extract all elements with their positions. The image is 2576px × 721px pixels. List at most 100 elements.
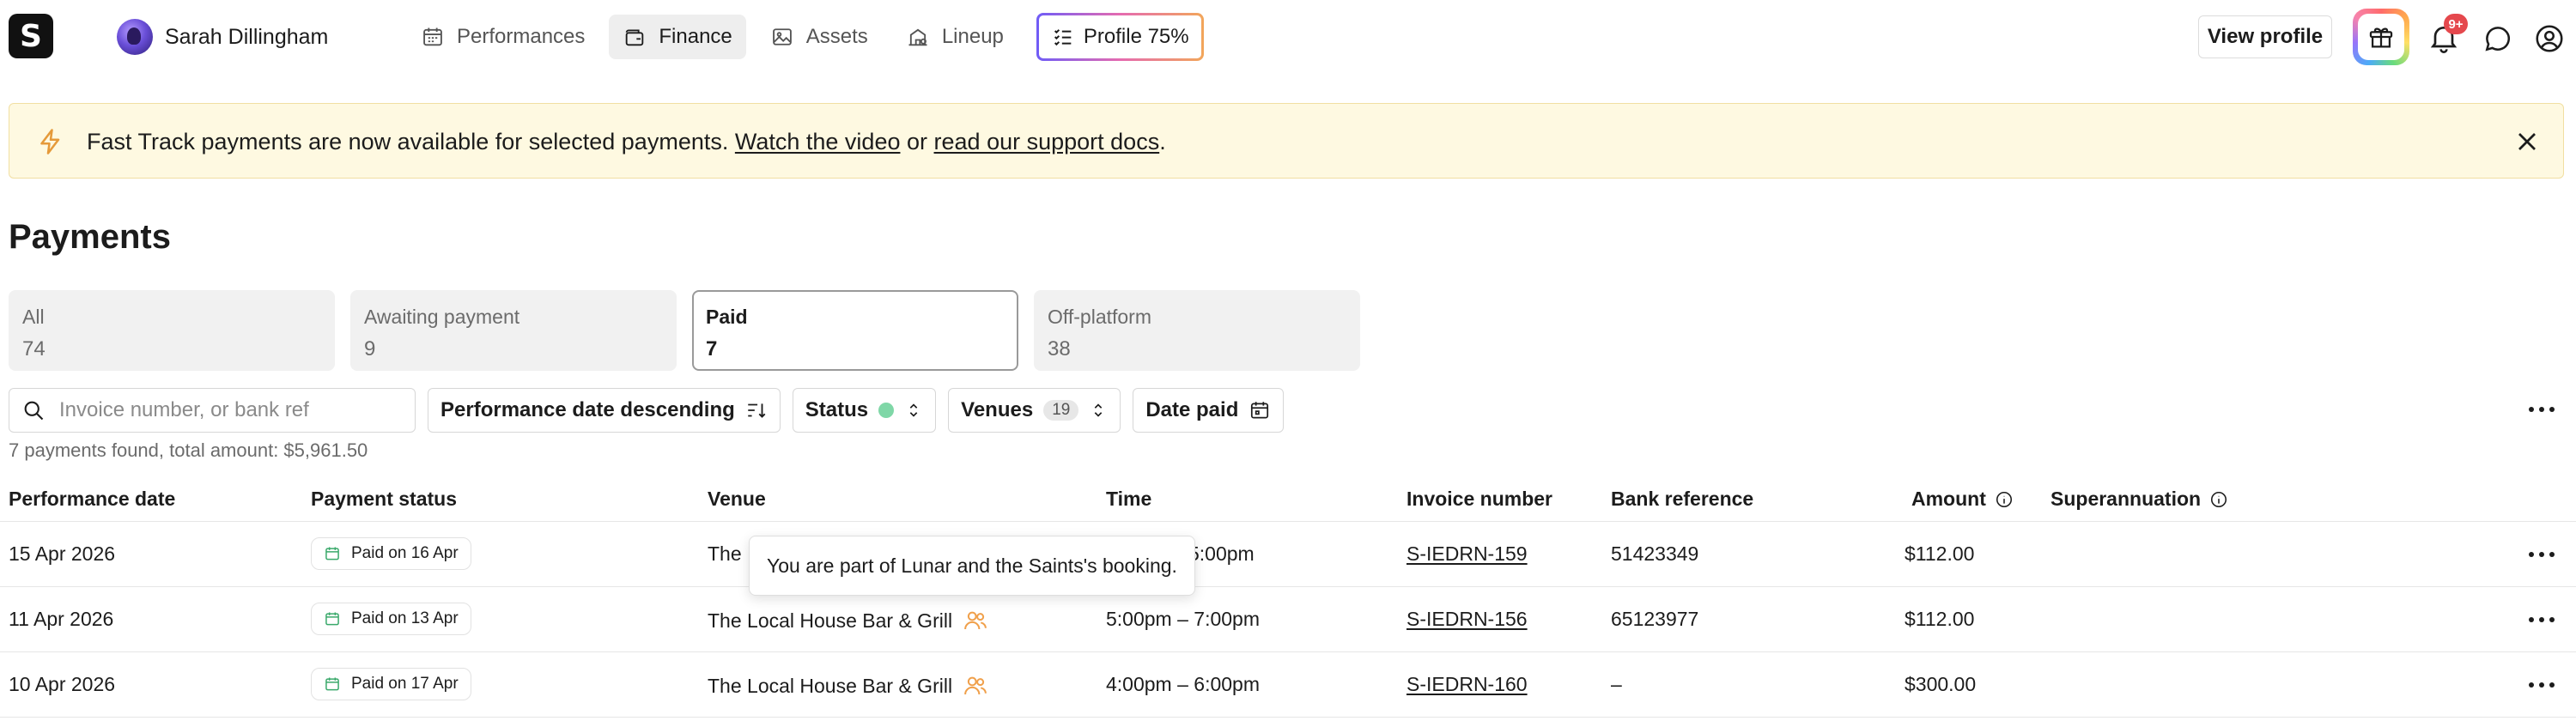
- amount-header-label: Amount: [1911, 488, 1986, 510]
- status-badge-label: Paid on 16 Apr: [351, 544, 459, 562]
- status-filter[interactable]: Status: [792, 388, 937, 433]
- account-icon[interactable]: [2533, 22, 2566, 55]
- status-badge: Paid on 13 Apr: [311, 603, 471, 635]
- row-more-options-icon[interactable]: [2526, 613, 2557, 627]
- column-header-performance-date[interactable]: Performance date: [9, 488, 176, 510]
- filter-bar: Performance date descending Status Venue…: [9, 388, 1285, 433]
- tab-awaiting-payment[interactable]: Awaiting payment 9: [350, 290, 677, 371]
- date-paid-label: Date paid: [1145, 398, 1239, 421]
- group-booking-icon[interactable]: [963, 608, 988, 633]
- info-icon[interactable]: [1995, 490, 2014, 509]
- nav-item-lineup[interactable]: Lineup: [892, 15, 1018, 59]
- gift-icon: [2369, 27, 2393, 48]
- nav-item-performances[interactable]: Performances: [407, 15, 598, 59]
- watch-video-link[interactable]: Watch the video: [734, 128, 901, 154]
- tab-label: All: [22, 306, 45, 328]
- venues-count-badge: 19: [1043, 400, 1079, 421]
- search-input[interactable]: [59, 398, 403, 422]
- tab-paid[interactable]: Paid 7: [692, 290, 1018, 371]
- status-badge: Paid on 16 Apr: [311, 537, 471, 570]
- invoice-link[interactable]: S-IEDRN-160: [1406, 673, 1528, 695]
- banner-text-mid: or: [907, 128, 928, 154]
- calendar-check-icon: [325, 612, 339, 626]
- row-more-options-icon[interactable]: [2526, 548, 2557, 561]
- image-icon: [770, 25, 794, 49]
- table-row[interactable]: 15 Apr 2026 Paid on 16 Apr The 5:00pm S-…: [0, 522, 2576, 587]
- calendar-icon: [421, 25, 445, 49]
- chat-icon[interactable]: [2482, 22, 2514, 55]
- more-options-icon[interactable]: [2524, 397, 2559, 422]
- status-badge-label: Paid on 13 Apr: [351, 609, 459, 627]
- table-row[interactable]: 11 Apr 2026 Paid on 13 Apr The Local Hou…: [0, 587, 2576, 652]
- column-header-invoice-number[interactable]: Invoice number: [1406, 488, 1552, 510]
- lightning-bolt-icon: [40, 129, 60, 154]
- payment-tabs: All 74 Awaiting payment 9 Paid 7 Off-pla…: [9, 290, 1360, 371]
- nav-item-label: Lineup: [941, 25, 1004, 48]
- avatar: [117, 19, 153, 55]
- search-box: [9, 388, 416, 433]
- invoice-link[interactable]: S-IEDRN-156: [1406, 608, 1528, 630]
- column-header-superannuation[interactable]: Superannuation: [2050, 488, 2228, 511]
- performance-date-cell: 15 Apr 2026: [9, 542, 116, 565]
- date-paid-filter[interactable]: Date paid: [1133, 388, 1285, 433]
- superannuation-header-label: Superannuation: [2050, 488, 2202, 510]
- tab-label: Paid: [706, 306, 748, 328]
- nav-item-assets[interactable]: Assets: [756, 15, 882, 59]
- sort-descending-icon: [748, 403, 766, 418]
- column-header-venue[interactable]: Venue: [708, 488, 766, 510]
- column-header-bank-reference[interactable]: Bank reference: [1611, 488, 1754, 510]
- venue-name: The Local House Bar & Grill: [708, 674, 953, 697]
- invoice-link[interactable]: S-IEDRN-159: [1406, 542, 1528, 565]
- tab-label: Awaiting payment: [364, 306, 520, 328]
- fast-track-banner: Fast Track payments are now available fo…: [9, 103, 2564, 179]
- sort-label: Performance date descending: [440, 398, 735, 421]
- venues-filter-label: Venues: [961, 398, 1034, 421]
- nav-item-label: Performances: [457, 25, 586, 48]
- venue-cell: The Local House Bar & Grill: [708, 608, 988, 633]
- sort-dropdown[interactable]: Performance date descending: [428, 388, 781, 433]
- close-icon[interactable]: [2512, 126, 2543, 157]
- chevron-updown-icon: [909, 403, 918, 417]
- wallet-icon: [623, 25, 647, 49]
- performance-date-cell: 11 Apr 2026: [9, 608, 114, 630]
- tab-count: 74: [22, 337, 46, 360]
- venue-name: The Local House Bar & Grill: [708, 609, 953, 632]
- view-profile-button[interactable]: View profile: [2198, 15, 2332, 58]
- info-icon[interactable]: [2209, 490, 2228, 509]
- time-cell: 5:00pm – 7:00pm: [1106, 608, 1261, 630]
- top-navigation-bar: S Sarah Dillingham Performances Finance …: [0, 0, 2576, 74]
- tab-all[interactable]: All 74: [9, 290, 335, 371]
- amount-cell: $112.00: [1905, 542, 1975, 565]
- checklist-icon: [1051, 25, 1075, 49]
- payments-table: Performance date Payment status Venue Ti…: [0, 477, 2576, 718]
- group-booking-icon[interactable]: [963, 673, 988, 699]
- tab-count: 7: [706, 337, 718, 360]
- nav-item-finance[interactable]: Finance: [609, 15, 746, 59]
- user-menu[interactable]: Sarah Dillingham: [117, 19, 328, 55]
- profile-progress-button[interactable]: Profile 75%: [1036, 13, 1204, 61]
- bank-reference-cell: 51423349: [1611, 542, 1699, 565]
- bank-reference-cell: 65123977: [1611, 608, 1699, 630]
- column-header-amount[interactable]: Amount: [1911, 488, 2014, 511]
- row-more-options-icon[interactable]: [2526, 678, 2557, 692]
- calendar-check-icon: [325, 547, 339, 560]
- venues-filter[interactable]: Venues 19: [948, 388, 1121, 433]
- gift-button[interactable]: [2353, 9, 2409, 65]
- banner-text-before: Fast Track payments are now available fo…: [87, 128, 729, 154]
- table-header: Performance date Payment status Venue Ti…: [0, 477, 2576, 522]
- table-row[interactable]: 10 Apr 2026 Paid on 17 Apr The Local Hou…: [0, 652, 2576, 718]
- column-header-payment-status[interactable]: Payment status: [311, 488, 458, 510]
- nav-item-label: Finance: [659, 25, 732, 48]
- results-summary: 7 payments found, total amount: $5,961.5…: [9, 439, 368, 461]
- column-header-time[interactable]: Time: [1106, 488, 1152, 510]
- support-docs-link[interactable]: read our support docs: [933, 128, 1160, 154]
- chevron-updown-icon: [1095, 403, 1103, 417]
- banner-text-after: .: [1159, 128, 1166, 154]
- calendar-icon: [1251, 402, 1269, 419]
- performance-date-cell: 10 Apr 2026: [9, 673, 116, 695]
- status-badge-label: Paid on 17 Apr: [351, 675, 459, 693]
- app-logo[interactable]: S: [9, 14, 53, 58]
- tab-count: 9: [364, 337, 376, 360]
- tab-off-platform[interactable]: Off-platform 38: [1034, 290, 1360, 371]
- status-filter-label: Status: [805, 398, 869, 421]
